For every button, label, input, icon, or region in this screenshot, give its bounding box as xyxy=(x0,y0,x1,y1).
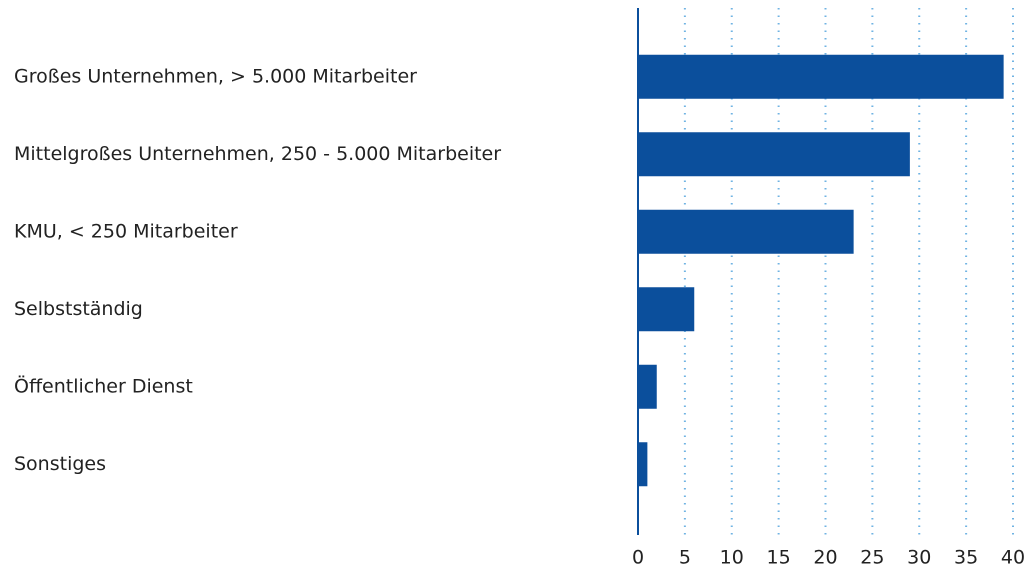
y-tick-label: Sonstiges xyxy=(14,453,106,475)
bar xyxy=(638,364,657,409)
x-tick-label: 0 xyxy=(632,547,644,569)
x-tick-label: 20 xyxy=(813,547,837,569)
bar xyxy=(638,209,854,254)
x-tick-label: 25 xyxy=(860,547,884,569)
bar xyxy=(638,287,695,332)
y-tick-label: Selbstständig xyxy=(14,298,143,320)
bar xyxy=(638,442,648,487)
x-tick-label: 5 xyxy=(679,547,691,569)
x-tick-label: 15 xyxy=(767,547,791,569)
y-tick-label: KMU, < 250 Mitarbeiter xyxy=(14,220,238,242)
x-tick-label: 10 xyxy=(720,547,744,569)
y-tick-label: Öffentlicher Dienst xyxy=(14,374,193,397)
x-tick-label: 30 xyxy=(907,547,931,569)
bar xyxy=(638,132,910,177)
x-tick-label: 35 xyxy=(954,547,978,569)
y-tick-label: Mittelgroßes Unternehmen, 250 - 5.000 Mi… xyxy=(14,143,501,165)
x-tick-label: 40 xyxy=(1001,547,1025,569)
y-tick-label: Großes Unternehmen, > 5.000 Mitarbeiter xyxy=(14,65,417,87)
bar xyxy=(638,54,1004,99)
